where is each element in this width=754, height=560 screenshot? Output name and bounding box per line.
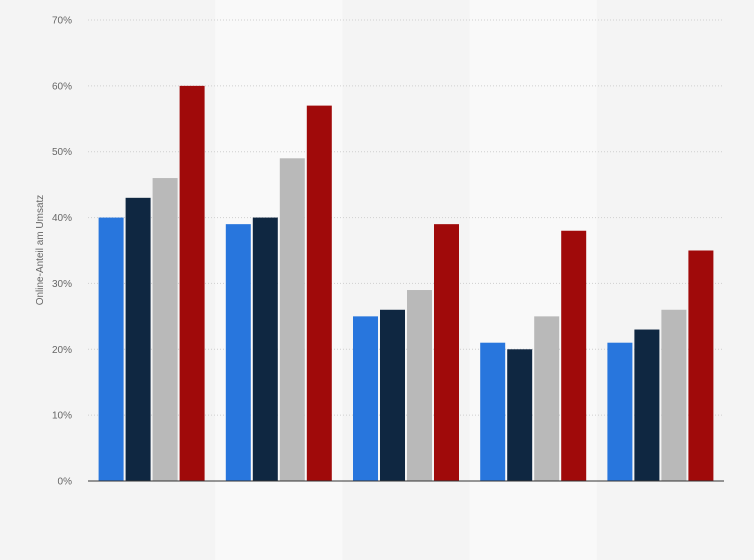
bar-series4-group3[interactable] <box>434 224 459 481</box>
bar-series1-group3[interactable] <box>353 316 378 481</box>
bar-series4-group4[interactable] <box>561 230 587 481</box>
bar-series2-group1[interactable] <box>125 197 151 482</box>
y-tick-labels: 0% 10% 20% 30% 40% 50% 60% 70% <box>52 16 72 488</box>
y-tick-label: 30% <box>52 279 72 290</box>
bar-series1-group4[interactable] <box>480 342 506 481</box>
bars <box>98 85 714 482</box>
y-tick-label: 10% <box>52 411 72 422</box>
bar-series1-group5[interactable] <box>607 342 633 481</box>
y-tick-label: 50% <box>52 147 72 158</box>
bar-series3-group4[interactable] <box>534 316 560 481</box>
bar-series3-group5[interactable] <box>661 309 687 481</box>
bar-series3-group2[interactable] <box>279 158 305 482</box>
bar-series2-group2[interactable] <box>252 217 278 482</box>
bar-series2-group4[interactable] <box>507 349 533 481</box>
y-tick-label: 70% <box>52 16 72 27</box>
bar-series1-group1[interactable] <box>98 217 124 482</box>
y-tick-label: 40% <box>52 213 72 224</box>
y-axis-title: Online-Anteil am Umsatz <box>35 195 46 306</box>
bar-series3-group3[interactable] <box>407 290 432 481</box>
bar-series4-group5[interactable] <box>688 250 714 482</box>
bar-series4-group1[interactable] <box>179 85 205 481</box>
bar-series2-group5[interactable] <box>634 329 660 481</box>
y-tick-label: 20% <box>52 345 72 356</box>
y-tick-label: 60% <box>52 81 72 92</box>
bar-series1-group2[interactable] <box>225 224 251 481</box>
bar-series4-group2[interactable] <box>306 105 332 481</box>
bar-series2-group3[interactable] <box>380 309 405 481</box>
y-tick-label: 0% <box>58 477 73 488</box>
bar-series3-group1[interactable] <box>152 178 178 482</box>
